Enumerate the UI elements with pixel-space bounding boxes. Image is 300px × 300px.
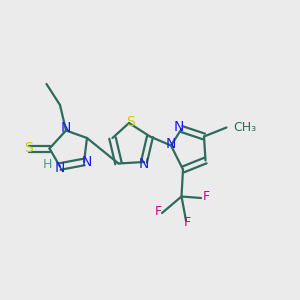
Text: N: N bbox=[166, 137, 176, 151]
Text: S: S bbox=[24, 142, 33, 155]
Text: H: H bbox=[43, 158, 52, 172]
Text: N: N bbox=[139, 158, 149, 171]
Text: F: F bbox=[203, 190, 210, 203]
Text: CH₃: CH₃ bbox=[233, 121, 256, 134]
Text: S: S bbox=[126, 115, 135, 128]
Text: F: F bbox=[155, 205, 162, 218]
Text: N: N bbox=[174, 120, 184, 134]
Text: F: F bbox=[184, 215, 191, 229]
Text: N: N bbox=[55, 161, 65, 175]
Text: N: N bbox=[82, 155, 92, 169]
Text: N: N bbox=[61, 121, 71, 135]
